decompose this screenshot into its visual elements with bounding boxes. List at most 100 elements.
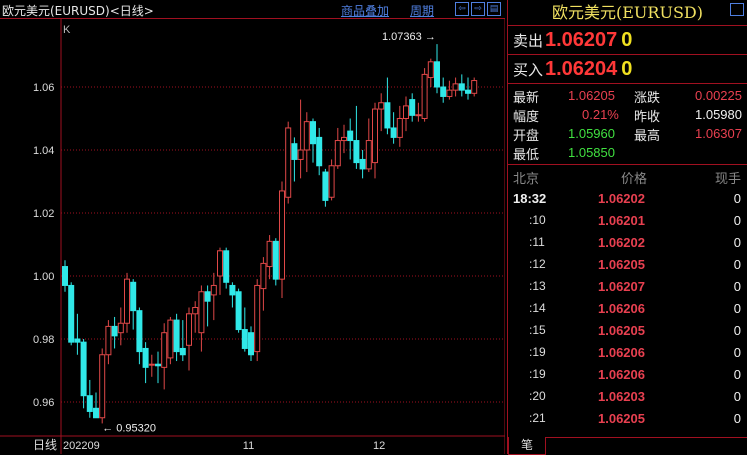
candle <box>68 282 75 346</box>
candle-body <box>427 61 434 79</box>
latest-value: 1.06205 <box>568 88 615 103</box>
candle-body <box>130 281 137 312</box>
candle <box>390 112 397 144</box>
candle-body <box>279 190 285 280</box>
tick-time: :19 <box>529 345 546 359</box>
candle <box>167 316 174 365</box>
candle <box>210 272 217 321</box>
ticks-time-header: 北京 <box>513 172 540 187</box>
stats-block: 最新 1.06205 涨跌 0.00225 幅度 0.21% 昨收 1.0598… <box>508 84 747 165</box>
candle-body <box>409 99 416 116</box>
tick-time: 18:32 <box>513 191 547 206</box>
candle-body <box>341 136 347 142</box>
candle <box>235 288 242 333</box>
tick-time: :14 <box>529 301 546 315</box>
candle-body <box>99 354 106 419</box>
candle-body <box>316 136 323 167</box>
tick-volume: 0 <box>733 235 741 250</box>
candle <box>86 379 93 418</box>
candle <box>458 74 465 97</box>
low-value: 1.05850 <box>568 145 615 160</box>
pct-value: 0.21% <box>582 107 619 122</box>
buy-label: 买入 <box>513 60 544 79</box>
candle-body <box>167 319 174 359</box>
window-icon[interactable] <box>730 3 744 16</box>
period-label: 日线 <box>33 438 57 452</box>
period-link[interactable]: 周期 <box>410 4 435 18</box>
candle <box>297 99 304 179</box>
y-tick-label: 1.06 <box>33 82 54 94</box>
candle-body <box>272 240 279 280</box>
x-tick-label: 12 <box>373 440 385 452</box>
candle-body <box>446 89 453 97</box>
candle-body <box>93 407 99 419</box>
tick-volume: 0 <box>733 389 741 404</box>
candle-body <box>328 165 335 198</box>
candle <box>111 316 118 349</box>
prev-close-value: 1.05980 <box>695 107 742 122</box>
candle <box>74 313 81 355</box>
candle-body <box>124 278 130 324</box>
candle-body <box>365 140 372 170</box>
tab-ticks[interactable]: 笔 <box>508 437 546 455</box>
candle <box>124 272 130 333</box>
latest-label: 最新 <box>513 91 540 106</box>
candle <box>353 105 360 169</box>
candle <box>396 105 403 147</box>
tick-volume: 0 <box>733 323 741 338</box>
tick-volume: 0 <box>733 191 741 206</box>
tick-price: 1.06205 <box>598 323 645 338</box>
candle <box>415 102 422 122</box>
candle-body <box>260 262 267 290</box>
overlay-link[interactable]: 商品叠加 <box>341 4 390 18</box>
tick-time: :15 <box>529 323 546 337</box>
quote-title-row: 欧元美元(EURUSD) <box>508 0 747 26</box>
x-tick-label: 11 <box>243 440 254 452</box>
candle-body <box>334 140 341 167</box>
tick-volume: 0 <box>733 279 741 294</box>
tick-time: :11 <box>529 235 545 249</box>
arrow-right-icon[interactable]: ⇨ <box>471 2 485 16</box>
tick-price: 1.06206 <box>598 367 645 382</box>
candle-body <box>291 143 298 160</box>
candle-body <box>117 322 124 334</box>
tick-time: :20 <box>529 389 546 403</box>
tick-time: :21 <box>529 411 546 425</box>
candlestick-chart[interactable]: 1.06 1.04 1.02 1.00 0.98 0.96 K 日线 202209 11 12 1.0… <box>0 0 505 454</box>
tick-price: 1.06202 <box>598 235 645 250</box>
candle-body <box>378 102 385 110</box>
y-tick-label: 1.04 <box>33 145 54 157</box>
tick-price: 1.06207 <box>598 279 645 294</box>
candle <box>285 121 292 204</box>
candle <box>80 339 87 409</box>
sell-label: 卖出 <box>513 31 544 50</box>
candle <box>341 124 347 154</box>
candle <box>272 238 279 286</box>
candle <box>260 257 267 311</box>
candle <box>179 320 186 362</box>
buy-price: 1.06204 <box>545 57 618 80</box>
candle-body <box>303 121 310 151</box>
candle-body <box>297 149 304 160</box>
candle <box>365 118 372 173</box>
chart-title-bar: 欧元美元(EURUSD)<日线> 商品叠加 周期 ⇦ ⇨ ▤ <box>0 0 505 19</box>
candle-body <box>148 363 155 366</box>
tick-volume: 0 <box>733 257 741 272</box>
arrow-left-icon[interactable]: ⇦ <box>455 2 469 16</box>
tick-row: :21 1.06205 0 <box>508 407 747 429</box>
candle <box>334 127 341 169</box>
candle <box>105 320 112 365</box>
panel-toggle-icon[interactable]: ▤ <box>487 2 501 16</box>
candle <box>155 351 161 384</box>
candle <box>186 307 192 371</box>
high-label: 最高 <box>634 129 661 144</box>
x-tick-label: 202209 <box>63 440 100 452</box>
candle-body <box>390 127 397 138</box>
candle <box>409 93 416 122</box>
candle-body <box>161 332 168 368</box>
tick-time: :13 <box>529 279 546 293</box>
buy-row: 买入 1.06204 0 <box>508 55 747 84</box>
candle-body <box>204 291 211 302</box>
candle-body <box>471 80 478 94</box>
tick-volume: 0 <box>733 213 741 228</box>
